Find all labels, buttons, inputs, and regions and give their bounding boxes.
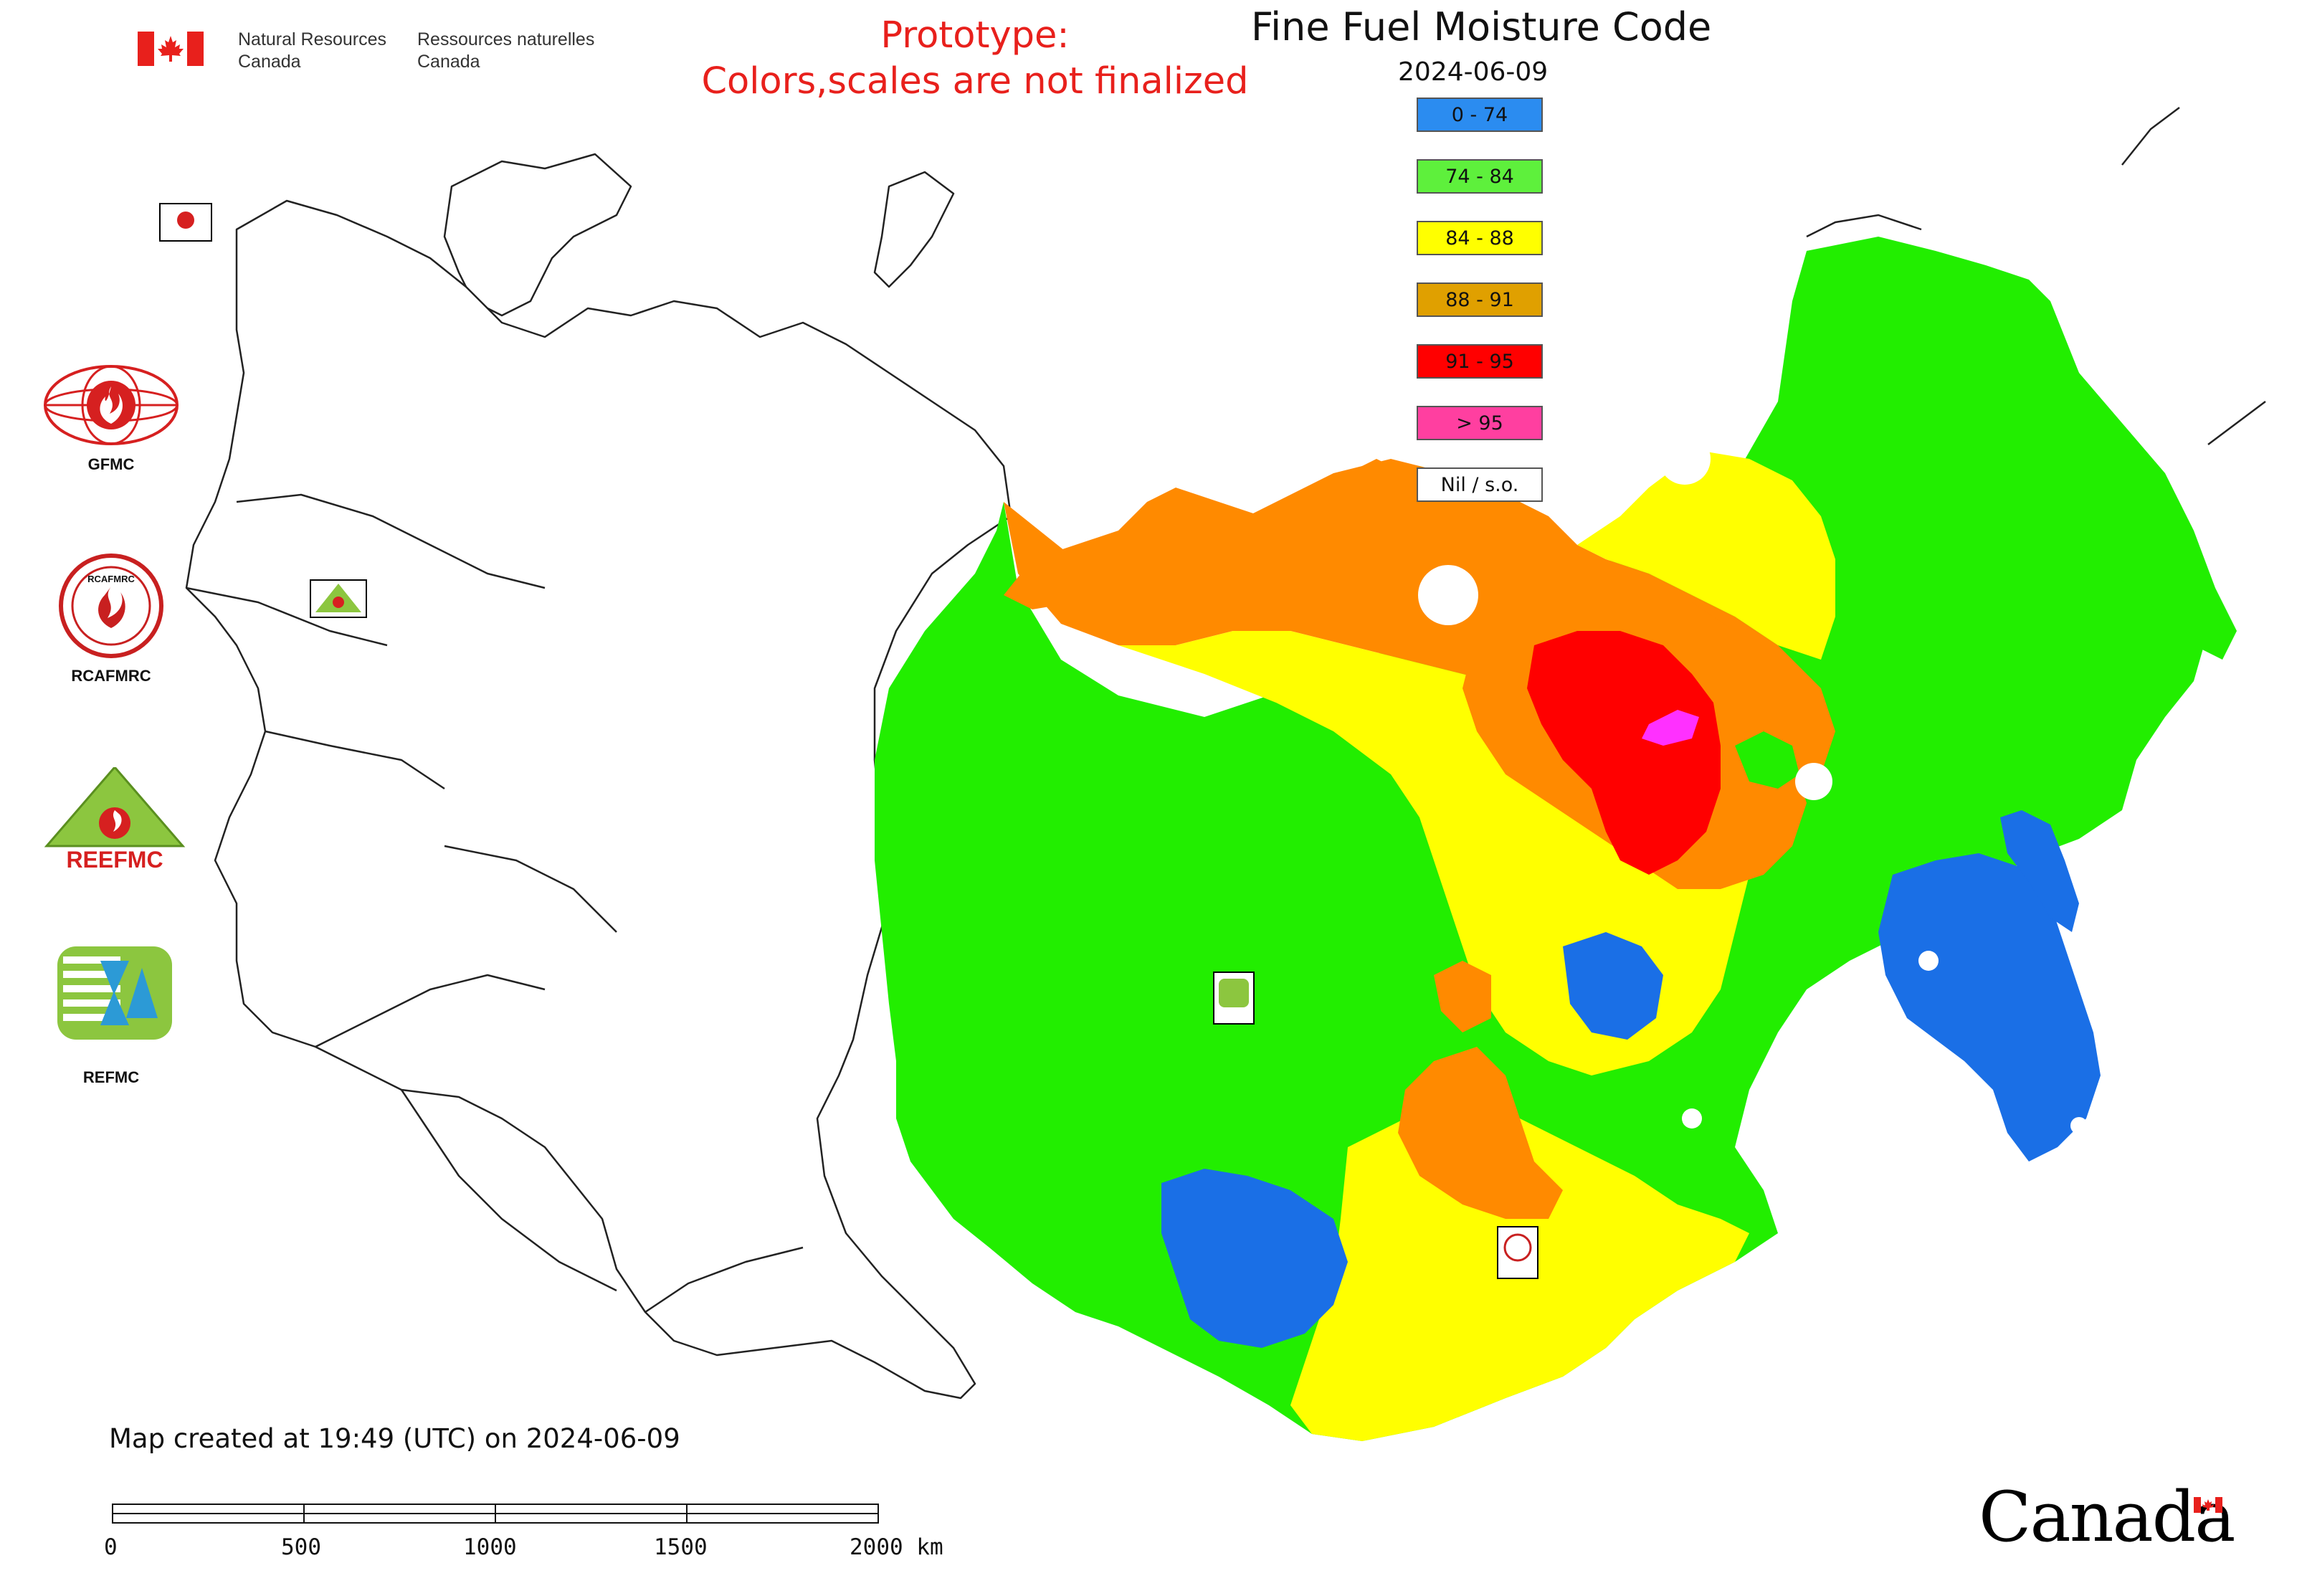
- legend-item-91-95: 91 - 95: [1417, 344, 1543, 379]
- refmc-map-marker: [1213, 972, 1255, 1025]
- scale-label-500: 500: [281, 1534, 321, 1560]
- scale-bar: [112, 1504, 879, 1524]
- ffmc-data-field: [875, 237, 2237, 1441]
- scale-label-1000: 1000: [463, 1534, 517, 1560]
- reefmc-map-marker: [310, 579, 367, 618]
- gfmc-map-marker: [159, 203, 212, 242]
- legend-item-74-84: 74 - 84: [1417, 159, 1543, 194]
- legend-item-84-88: 84 - 88: [1417, 221, 1543, 255]
- legend-item-88-91: 88 - 91: [1417, 282, 1543, 317]
- svg-text:REEFMC: REEFMC: [66, 847, 163, 873]
- legend-item-nil: Nil / s.o.: [1417, 467, 1543, 502]
- prototype-notice: Prototype: Colors,scales are not finaliz…: [701, 14, 1249, 103]
- map-title: Fine Fuel Moisture Code: [1251, 4, 1712, 49]
- legend-item-over-95: > 95: [1417, 406, 1543, 440]
- boundary-lines: [185, 153, 1012, 1400]
- map-date: 2024-06-09: [1398, 57, 1549, 87]
- scale-label-1500: 1500: [654, 1534, 708, 1560]
- svg-text:RCAFMRC: RCAFMRC: [87, 574, 135, 584]
- reefmc-logo: REEFMC: [39, 765, 190, 878]
- canada-flag-icon: [138, 32, 204, 69]
- nrcan-english: Natural Resources Canada: [238, 29, 387, 72]
- gfmc-logo: [39, 362, 183, 451]
- gfmc-label: GFMC: [87, 455, 135, 473]
- canada-wordmark-flag-icon: [2194, 1497, 2222, 1516]
- scale-label-0: 0: [104, 1534, 118, 1560]
- canada-wordmark: Canada: [1979, 1477, 2235, 1557]
- rcafmrc-label: RCAFMRC: [71, 667, 151, 685]
- nrcan-french: Ressources naturelles Canada: [417, 29, 595, 72]
- rcafmrc-logo: RCAFMRC: [57, 552, 165, 662]
- created-note: Map created at 19:49 (UTC) on 2024-06-09: [109, 1423, 680, 1454]
- scale-label-2000-km: 2000 km: [850, 1534, 943, 1560]
- east-coast-lines: [1806, 107, 2266, 445]
- legend-item-0-74: 0 - 74: [1417, 98, 1543, 132]
- refmc-logo: [57, 946, 172, 1042]
- rcafmrc-map-marker: [1497, 1226, 1538, 1279]
- refmc-label: REFMC: [82, 1068, 140, 1086]
